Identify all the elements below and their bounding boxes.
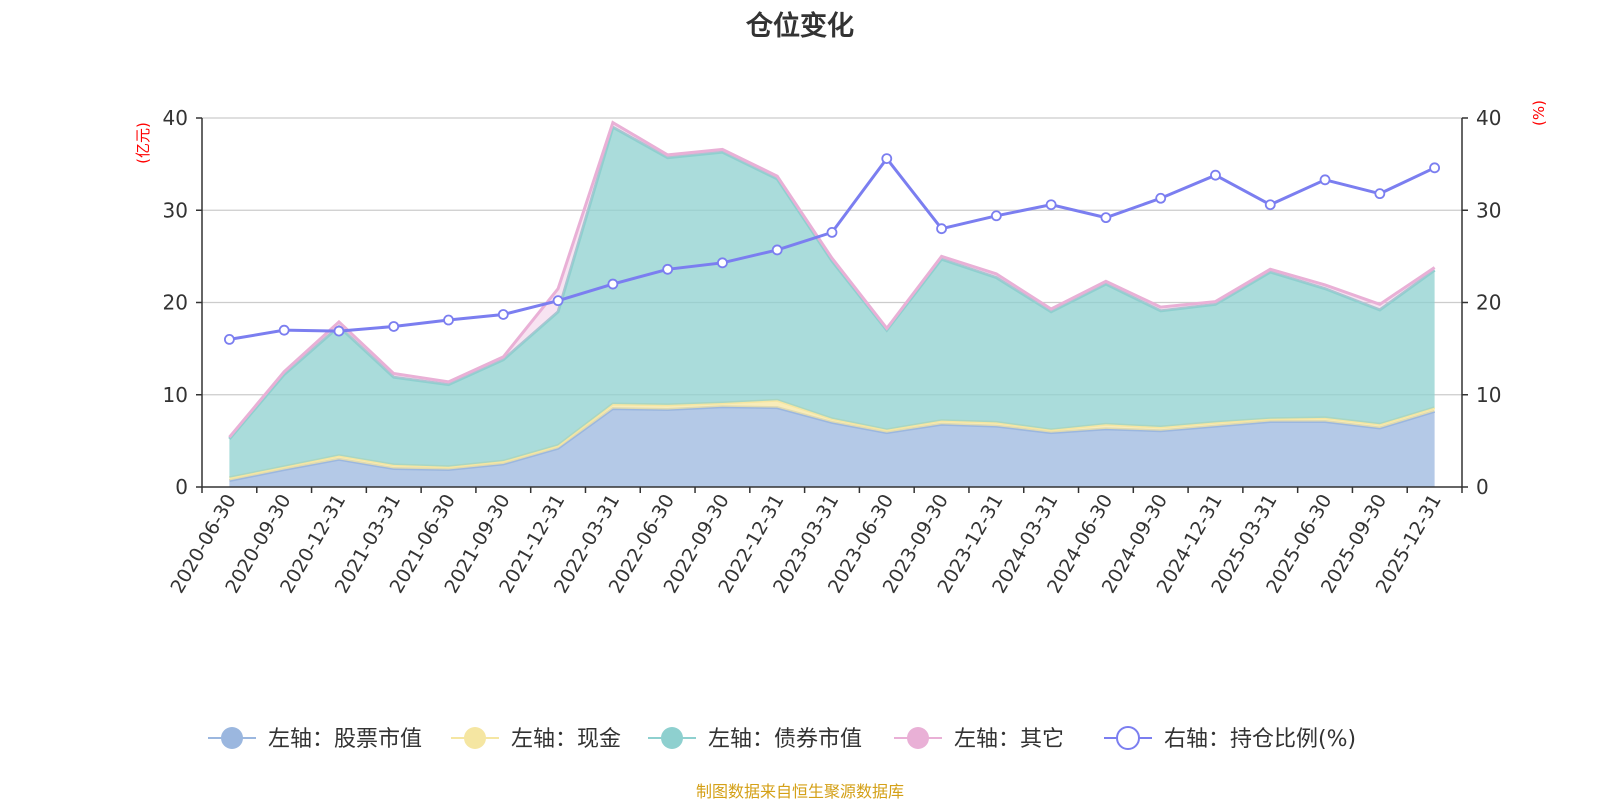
ratio-point (1264, 199, 1276, 211)
left-tick-label: 40 (163, 106, 188, 130)
ratio-point (1319, 174, 1331, 186)
legend-item-5[interactable]: 右轴：持仓比例(%) (1104, 726, 1356, 752)
area-edge-3 (228, 125, 1436, 441)
left-axis-unit: (亿元) (134, 122, 152, 164)
right-tick-label: 10 (1476, 383, 1501, 407)
ratio-point (607, 278, 619, 290)
legend-item-1[interactable]: 左轴：股票市值 (208, 727, 422, 752)
ratio-point (1045, 199, 1057, 211)
right-tick-label: 30 (1476, 198, 1501, 222)
ratio-point (223, 333, 235, 345)
right-tick-label: 0 (1476, 475, 1489, 499)
ratio-point (662, 263, 674, 275)
legend-marker (221, 727, 243, 749)
ratio-point (1100, 212, 1112, 224)
legend-label: 右轴：持仓比例(%) (1164, 727, 1356, 752)
ratio-point (278, 324, 290, 336)
legend-label: 左轴：现金 (511, 727, 621, 752)
area-edge-4 (228, 120, 1436, 439)
right-axis-unit: (%) (1530, 100, 1548, 126)
ratio-point (717, 257, 728, 269)
left-tick-label: 20 (163, 291, 188, 315)
legend-marker (907, 727, 929, 749)
left-tick-label: 0 (175, 475, 188, 499)
legend-label: 左轴：其它 (954, 727, 1064, 752)
area-1 (229, 406, 1435, 487)
ratio-point (1210, 169, 1221, 181)
legend-item-2[interactable]: 左轴：现金 (451, 727, 621, 752)
ratio-point (826, 226, 838, 238)
data-source-note: 制图数据来自恒生聚源数据库 (695, 782, 904, 801)
legend-label: 左轴：股票市值 (268, 727, 422, 752)
ratio-point (936, 223, 947, 235)
left-tick-label: 10 (163, 383, 188, 407)
ratio-point (443, 314, 454, 326)
ratio-point (990, 210, 1002, 222)
ratio-point (771, 244, 783, 256)
legend-marker (464, 727, 486, 749)
legend-item-3[interactable]: 左轴：债券市值 (648, 727, 862, 752)
ratio-point (881, 153, 893, 164)
legend[interactable]: 左轴：股票市值 左轴：现金 左轴：债券市值 左轴：其它 右轴：持仓比例(%) (208, 726, 1356, 752)
ratio-point (552, 295, 564, 307)
legend-marker (661, 727, 683, 749)
legend-item-4[interactable]: 左轴：其它 (894, 727, 1064, 752)
area-3 (229, 127, 1435, 478)
ratio-point (497, 309, 509, 320)
ratio-point (388, 321, 400, 332)
ratio-point (1155, 192, 1167, 204)
chart-title: 仓位变化 (746, 11, 854, 42)
legend-marker (1116, 726, 1140, 750)
ratio-point (1429, 162, 1441, 174)
right-tick-label: 20 (1476, 291, 1501, 315)
left-tick-label: 30 (163, 198, 188, 222)
right-tick-label: 40 (1476, 106, 1501, 130)
ratio-line-layer (223, 153, 1441, 345)
legend-label: 左轴：债券市值 (708, 727, 862, 752)
ratio-point (333, 325, 345, 337)
area-layer (228, 120, 1436, 487)
ratio-point (1374, 188, 1386, 200)
